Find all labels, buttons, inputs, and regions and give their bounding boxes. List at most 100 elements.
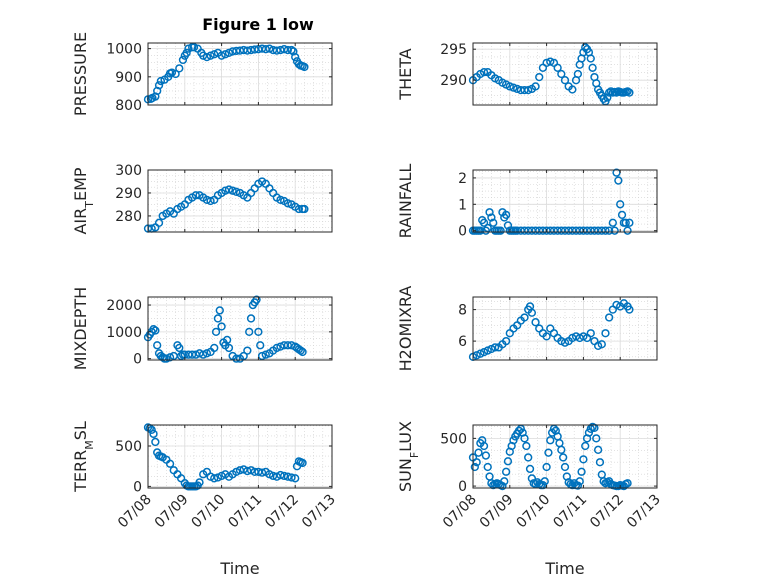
data-point: [540, 477, 549, 486]
data-point: [151, 437, 160, 447]
data-point: [568, 480, 577, 490]
x-tick-label: 07/09: [152, 492, 192, 532]
x-tick-label: 07/12: [262, 492, 302, 532]
data-point: [601, 226, 610, 235]
data-point: [162, 354, 171, 363]
data-point: [276, 342, 285, 351]
data-point: [239, 351, 248, 361]
data-point: [524, 453, 533, 462]
data-point: [496, 226, 505, 235]
data-point: [560, 76, 570, 85]
data-point: [206, 196, 215, 206]
data-point: [489, 218, 498, 227]
data-point: [617, 210, 627, 220]
data-point: [546, 436, 555, 445]
axes-box: [472, 42, 658, 106]
data-point: [195, 478, 204, 487]
data-point: [151, 326, 160, 335]
data-point: [623, 226, 632, 235]
data-point: [154, 81, 164, 90]
y-tick-label: 500: [115, 439, 142, 455]
data-point: [588, 63, 597, 72]
data-point: [189, 43, 199, 52]
data-point: [527, 474, 537, 483]
data-point: [490, 343, 500, 352]
y-axis-label: TERRMSL: [71, 421, 96, 493]
data-point: [184, 44, 193, 53]
data-point: [560, 462, 570, 472]
data-point: [553, 63, 562, 72]
data-point: [505, 82, 514, 91]
data-point: [276, 470, 285, 480]
data-point: [256, 341, 265, 350]
series-points: [468, 43, 634, 106]
x-tick-label: 07/11: [550, 492, 590, 532]
data-point: [501, 336, 511, 346]
x-tick-label: 07/08: [440, 492, 480, 532]
data-point: [191, 191, 200, 200]
axes-box: [147, 42, 333, 106]
data-point: [276, 195, 285, 205]
x-tick-label: 07/09: [477, 492, 517, 532]
data-point: [481, 451, 491, 460]
y-tick-label: 2000: [106, 298, 142, 314]
data-point: [298, 347, 307, 357]
data-point: [215, 306, 224, 315]
data-point: [500, 477, 509, 486]
x-tick-label: 07/10: [514, 492, 554, 532]
data-point: [531, 82, 540, 91]
data-point: [296, 346, 305, 355]
data-point: [188, 350, 197, 359]
data-point: [165, 353, 175, 362]
data-point: [623, 479, 632, 488]
subplot-1: 800 900 1000 PRESSURE: [71, 32, 333, 116]
subplot-5: 0 1000 2000 MIXDEPTH: [71, 287, 333, 370]
data-point: [557, 69, 566, 79]
y-tick-label: 1000: [106, 42, 142, 58]
data-point: [228, 186, 237, 195]
axes-box: [472, 296, 658, 361]
data-point: [210, 474, 219, 483]
x-axis-label: Time: [219, 559, 259, 578]
data-point: [272, 343, 281, 353]
data-point: [261, 350, 270, 359]
subplot-2: 290 295 THETA: [396, 42, 658, 106]
data-point: [544, 448, 553, 457]
data-point: [586, 329, 595, 338]
data-point: [294, 204, 304, 214]
data-point: [291, 474, 300, 483]
data-point: [283, 45, 292, 55]
data-point: [592, 434, 601, 443]
axes-box: [472, 169, 658, 233]
data-point: [616, 200, 625, 209]
data-point: [586, 54, 595, 63]
y-tick-label: 300: [115, 163, 142, 179]
data-point: [298, 458, 307, 468]
y-tick-label: 2: [458, 171, 467, 187]
data-point: [153, 341, 162, 350]
data-point: [520, 434, 529, 443]
data-point: [501, 210, 511, 220]
data-point: [199, 350, 208, 359]
data-point: [283, 341, 292, 350]
axes-box: [147, 296, 333, 361]
data-point: [625, 88, 634, 97]
data-point: [579, 455, 588, 464]
data-point: [254, 327, 263, 337]
subplot-3: 280 290 300 AIRTEMP: [71, 163, 333, 235]
x-tick-label: 07/10: [189, 492, 229, 532]
data-point: [524, 85, 533, 95]
data-point: [202, 349, 212, 358]
data-point: [287, 45, 296, 55]
series-points: [143, 295, 307, 363]
axes-box: [147, 169, 333, 233]
data-point: [232, 187, 241, 196]
data-point: [573, 69, 583, 79]
data-point: [520, 313, 529, 322]
data-point: [175, 343, 184, 353]
series-points: [143, 43, 309, 104]
data-point: [593, 445, 603, 454]
data-point: [535, 72, 544, 82]
data-point: [625, 218, 634, 227]
data-point: [503, 457, 513, 466]
